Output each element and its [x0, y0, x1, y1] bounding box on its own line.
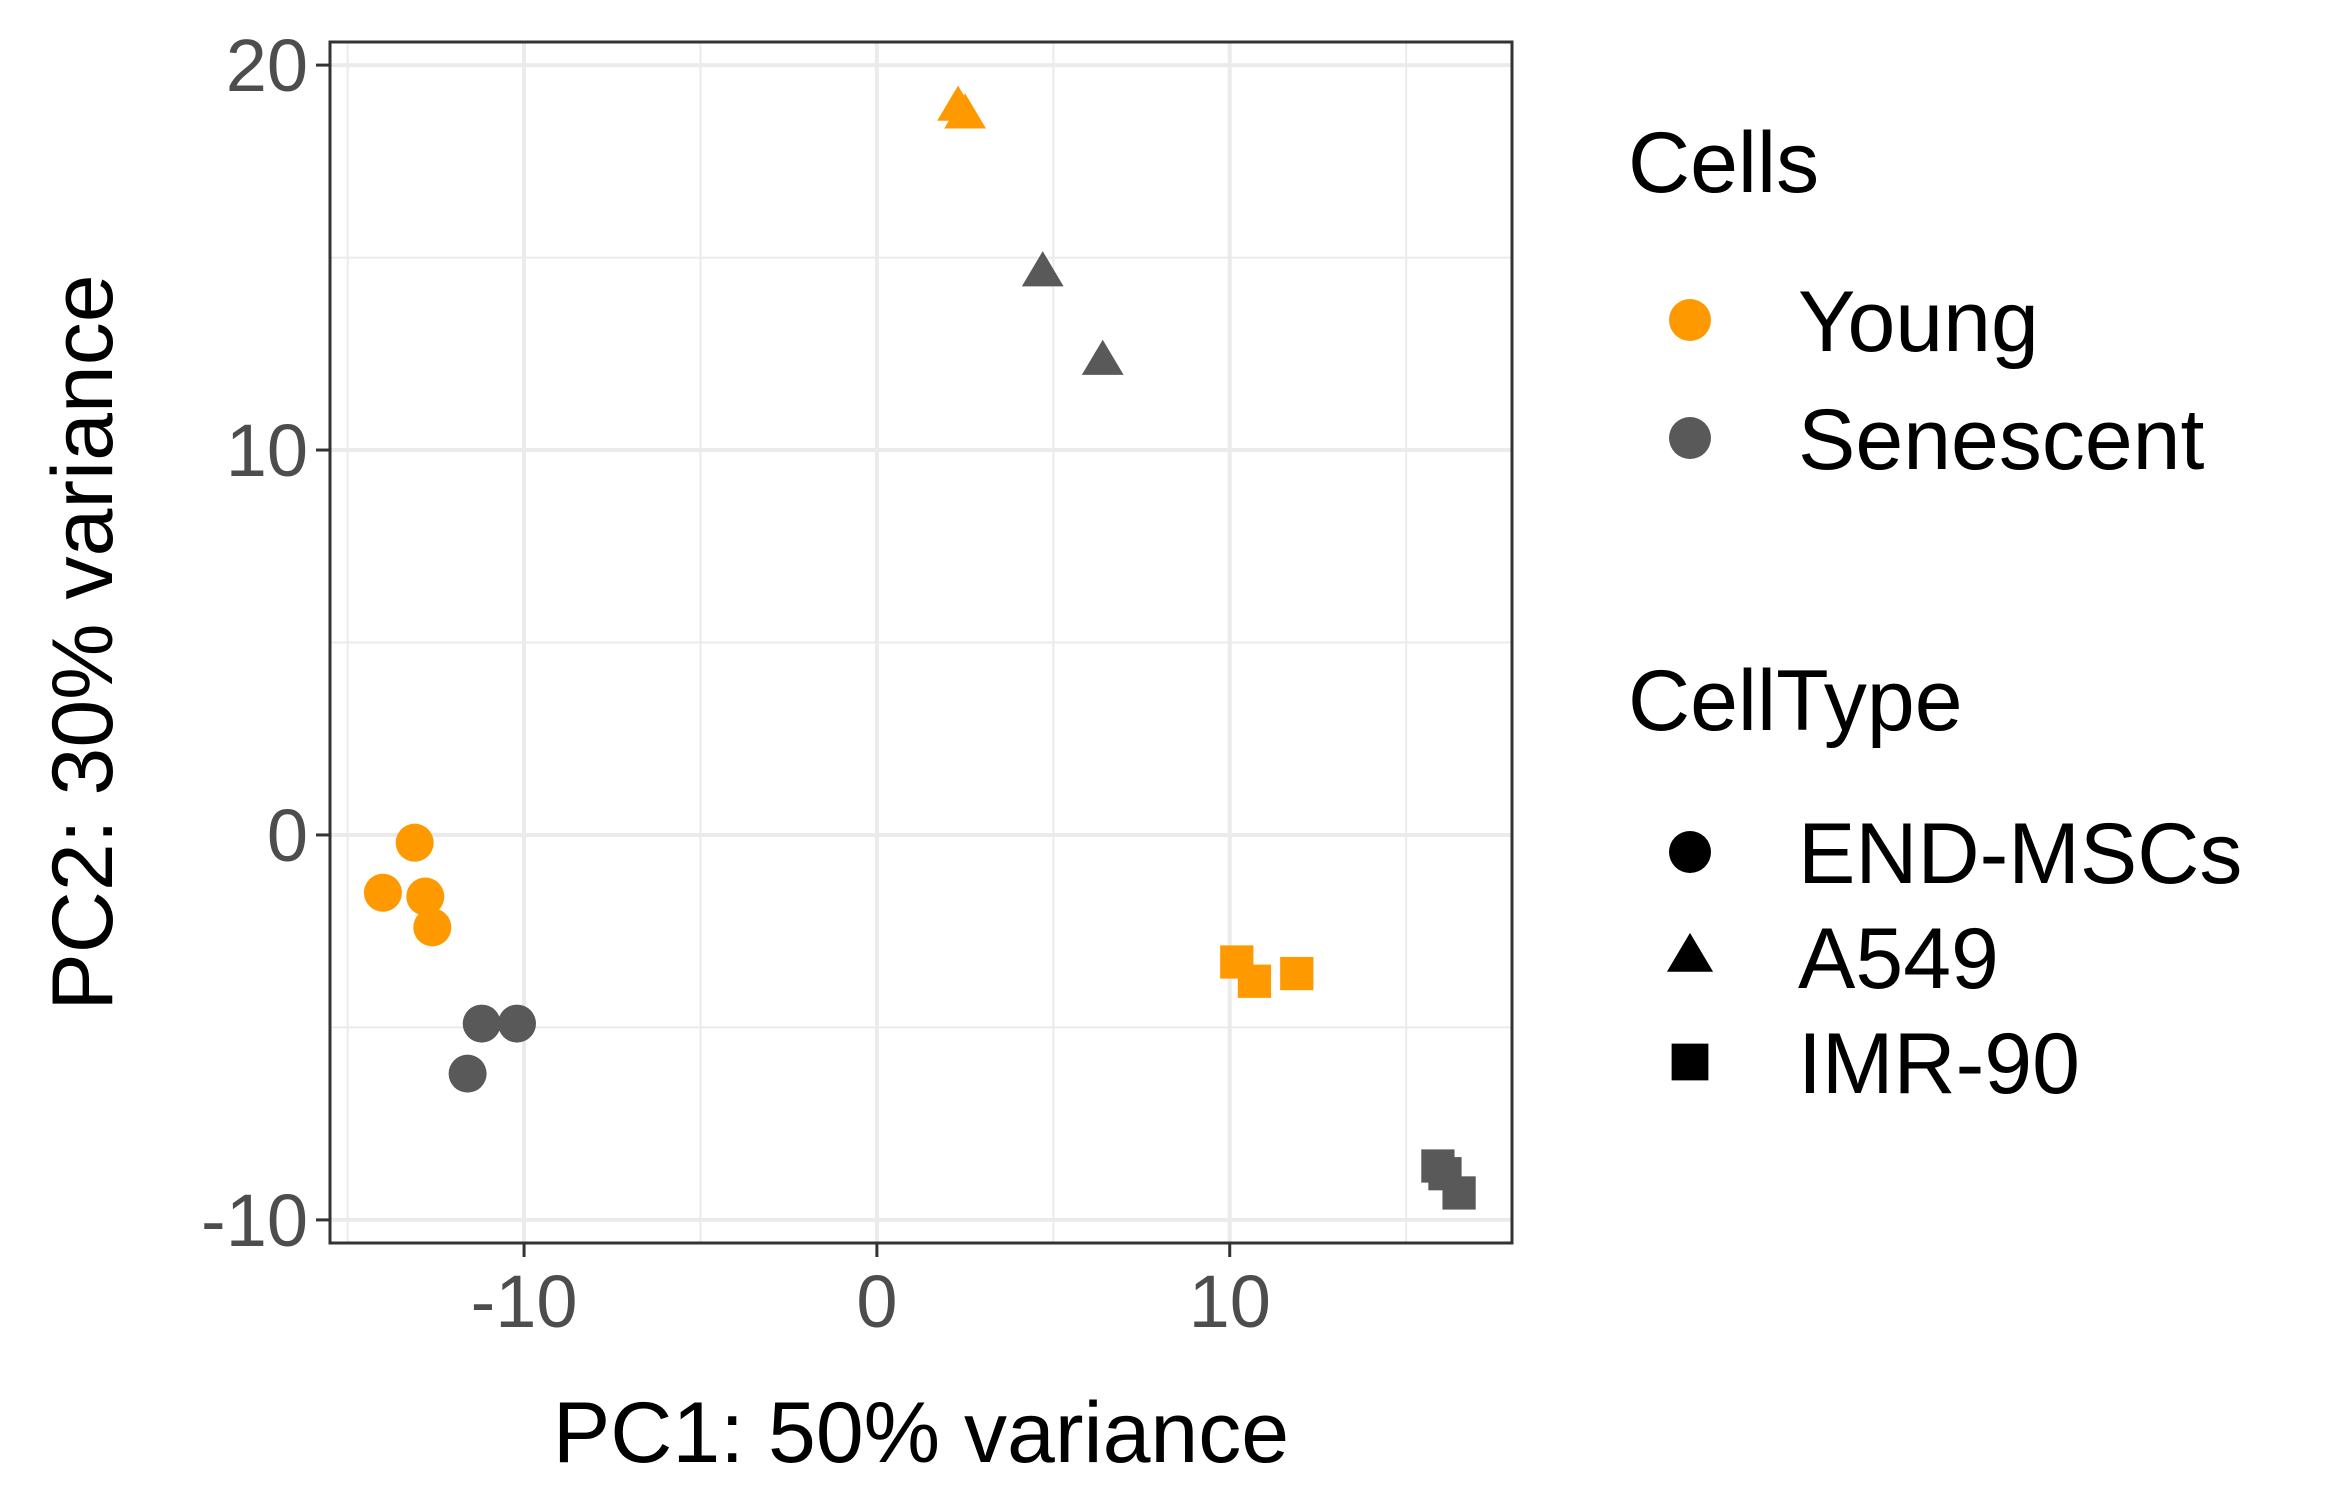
data-point [1237, 964, 1272, 998]
legend-key [1666, 932, 1714, 972]
legend-label: IMR-90 [1798, 1016, 2080, 1112]
data-point [1021, 251, 1064, 287]
x-axis-title: PC1: 50% variance [553, 1385, 1289, 1481]
legend-key [1669, 299, 1711, 341]
data-point [395, 823, 434, 862]
data-point [406, 877, 445, 916]
y-tick-label: 0 [267, 794, 308, 877]
legend-label: Senescent [1798, 392, 2205, 488]
legend-label: Young [1798, 274, 2039, 370]
axis-layer: -10 0 10 -10 0 10 20 [201, 24, 1271, 1343]
data-point [1081, 339, 1124, 375]
x-tick-label: 10 [1189, 1260, 1271, 1343]
data-point [498, 1004, 537, 1043]
data-point [413, 908, 452, 947]
data-point [1280, 956, 1314, 991]
data-point [448, 1054, 487, 1093]
legend-key [1669, 417, 1711, 459]
data-point [1442, 1176, 1476, 1210]
legend-key [1669, 831, 1711, 873]
y-axis-title: PC2: 30% variance [35, 274, 131, 1010]
y-tick-label: -10 [201, 1179, 308, 1262]
y-tick-label: 10 [226, 409, 308, 492]
data-point [363, 873, 402, 912]
y-tick-label: 20 [226, 24, 308, 107]
grid-layer [330, 42, 1512, 1243]
plot-panel-border [328, 40, 1514, 1245]
legend-title: Cells [1628, 115, 1819, 211]
x-tick-label: -10 [471, 1260, 578, 1343]
data-point [462, 1004, 501, 1043]
legend-label: END-MSCs [1798, 806, 2242, 902]
legend-layer: Cells Young Senescent CellType END-MSCsA549I… [1628, 115, 2242, 1112]
legend-key [1671, 1043, 1709, 1081]
points-layer [363, 85, 1476, 1210]
data-point [944, 93, 987, 129]
legend-label: A549 [1798, 911, 1999, 1007]
legend-title: CellType [1628, 653, 1963, 749]
x-tick-label: 0 [856, 1260, 897, 1343]
